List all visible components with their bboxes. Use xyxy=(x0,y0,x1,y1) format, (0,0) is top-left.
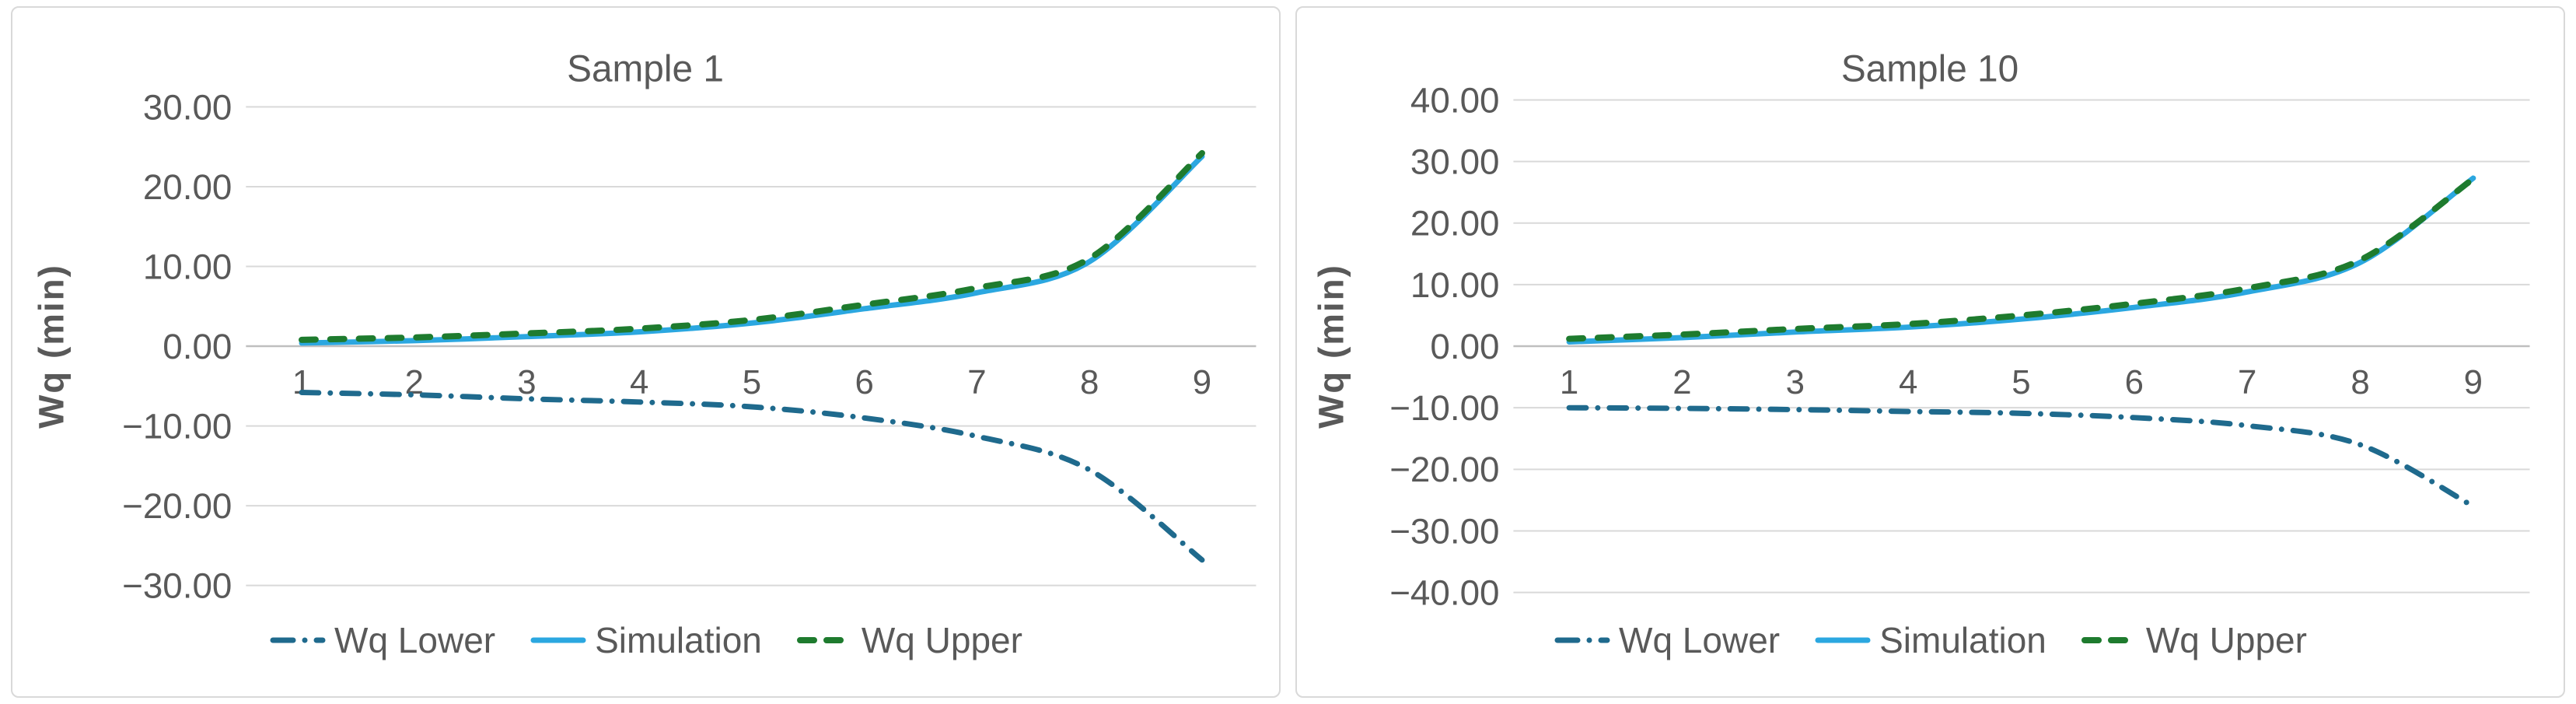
x-category-label: 1 xyxy=(1560,363,1578,401)
x-category-label: 1 xyxy=(292,363,311,401)
series-line-simulation xyxy=(299,153,1205,346)
y-tick-label: −10.00 xyxy=(122,406,232,446)
chart-panel-sample-1[interactable]: 30.00 20.00 10.00 0.00 −10.00 −20.00 −30.00 1 2 3… xyxy=(11,6,1281,698)
series-line-simulation xyxy=(1566,175,2476,345)
legend-label: Simulation xyxy=(1879,620,2046,660)
x-category-label: 4 xyxy=(630,363,648,401)
legend-label: Simulation xyxy=(595,620,762,660)
legend-label: Wq Upper xyxy=(2145,620,2307,660)
x-category-label: 7 xyxy=(967,363,986,401)
y-tick-label: 0.00 xyxy=(1430,327,1499,366)
legend-item-wq-lower: Wq Lower xyxy=(1554,619,1780,661)
chart-title: Sample 10 xyxy=(1841,49,2019,90)
legend-item-simulation: Simulation xyxy=(1814,619,2046,661)
legend-item-wq-upper: Wq Upper xyxy=(2081,619,2307,661)
x-category-label: 3 xyxy=(517,363,536,401)
x-category-label: 8 xyxy=(2351,363,2369,401)
legend-label: Wq Lower xyxy=(334,620,496,660)
x-category-label: 3 xyxy=(1786,363,1805,401)
x-category-label: 5 xyxy=(743,363,761,401)
legend-item-wq-upper: Wq Upper xyxy=(796,619,1022,661)
chart-panel-sample-10[interactable]: 40.00 30.00 20.00 10.00 0.00 −10.00 −20.00 −30.… xyxy=(1295,6,2565,698)
legend-item-simulation: Simulation xyxy=(530,619,762,661)
legend-label: Wq Lower xyxy=(1619,620,1781,660)
y-tick-label: 20.00 xyxy=(1410,204,1500,243)
y-tick-label: −30.00 xyxy=(122,566,232,606)
y-tick-label: −30.00 xyxy=(1389,511,1499,551)
y-axis-title: Wq (min) xyxy=(1311,264,1351,429)
x-category-label: 9 xyxy=(1193,363,1211,401)
y-tick-label: 30.00 xyxy=(143,87,232,127)
y-tick-label: 20.00 xyxy=(143,167,232,207)
wq-upper-line-sample xyxy=(796,637,853,643)
x-category-label: 5 xyxy=(2012,363,2030,401)
y-axis-title: Wq (min) xyxy=(31,264,71,429)
wq-lower-line-sample xyxy=(270,637,326,643)
y-tick-label: −20.00 xyxy=(122,486,232,526)
wq-lower-line-sample xyxy=(1554,637,1610,643)
simulation-line-sample xyxy=(1815,637,1871,643)
series-line-wq-upper xyxy=(299,149,1205,343)
x-category-label: 6 xyxy=(855,363,874,401)
wq-upper-line-sample xyxy=(2081,637,2137,643)
y-tick-label: 10.00 xyxy=(1410,265,1500,305)
y-tick-label: −40.00 xyxy=(1389,573,1499,613)
x-category-label: 9 xyxy=(2464,363,2483,401)
legend-label: Wq Upper xyxy=(861,620,1022,660)
chart-legend: Wq Lower Simulation Wq Upper xyxy=(1297,617,2564,664)
y-tick-label: −10.00 xyxy=(1389,388,1499,428)
x-category-label: 6 xyxy=(2125,363,2144,401)
simulation-line-sample xyxy=(530,637,586,643)
series-line-wq-lower xyxy=(1566,405,2476,510)
x-category-label: 4 xyxy=(1899,363,1917,401)
y-tick-label: 10.00 xyxy=(143,247,232,286)
x-category-label: 2 xyxy=(1672,363,1691,401)
series-line-wq-upper xyxy=(1566,175,2476,342)
chart-legend: Wq Lower Simulation Wq Upper xyxy=(12,617,1279,664)
y-tick-label: −20.00 xyxy=(1389,450,1499,489)
chart-title: Sample 1 xyxy=(567,49,724,90)
line-chart-sample-10: 40.00 30.00 20.00 10.00 0.00 −10.00 −20.00 −30.… xyxy=(1311,49,2530,613)
series-line-wq-lower xyxy=(299,389,1205,563)
legend-item-wq-lower: Wq Lower xyxy=(269,619,495,661)
y-tick-label: 40.00 xyxy=(1410,80,1500,120)
y-tick-label: 0.00 xyxy=(163,327,232,366)
x-category-label: 7 xyxy=(2238,363,2256,401)
x-category-label: 8 xyxy=(1080,363,1099,401)
y-tick-label: 30.00 xyxy=(1410,142,1500,182)
